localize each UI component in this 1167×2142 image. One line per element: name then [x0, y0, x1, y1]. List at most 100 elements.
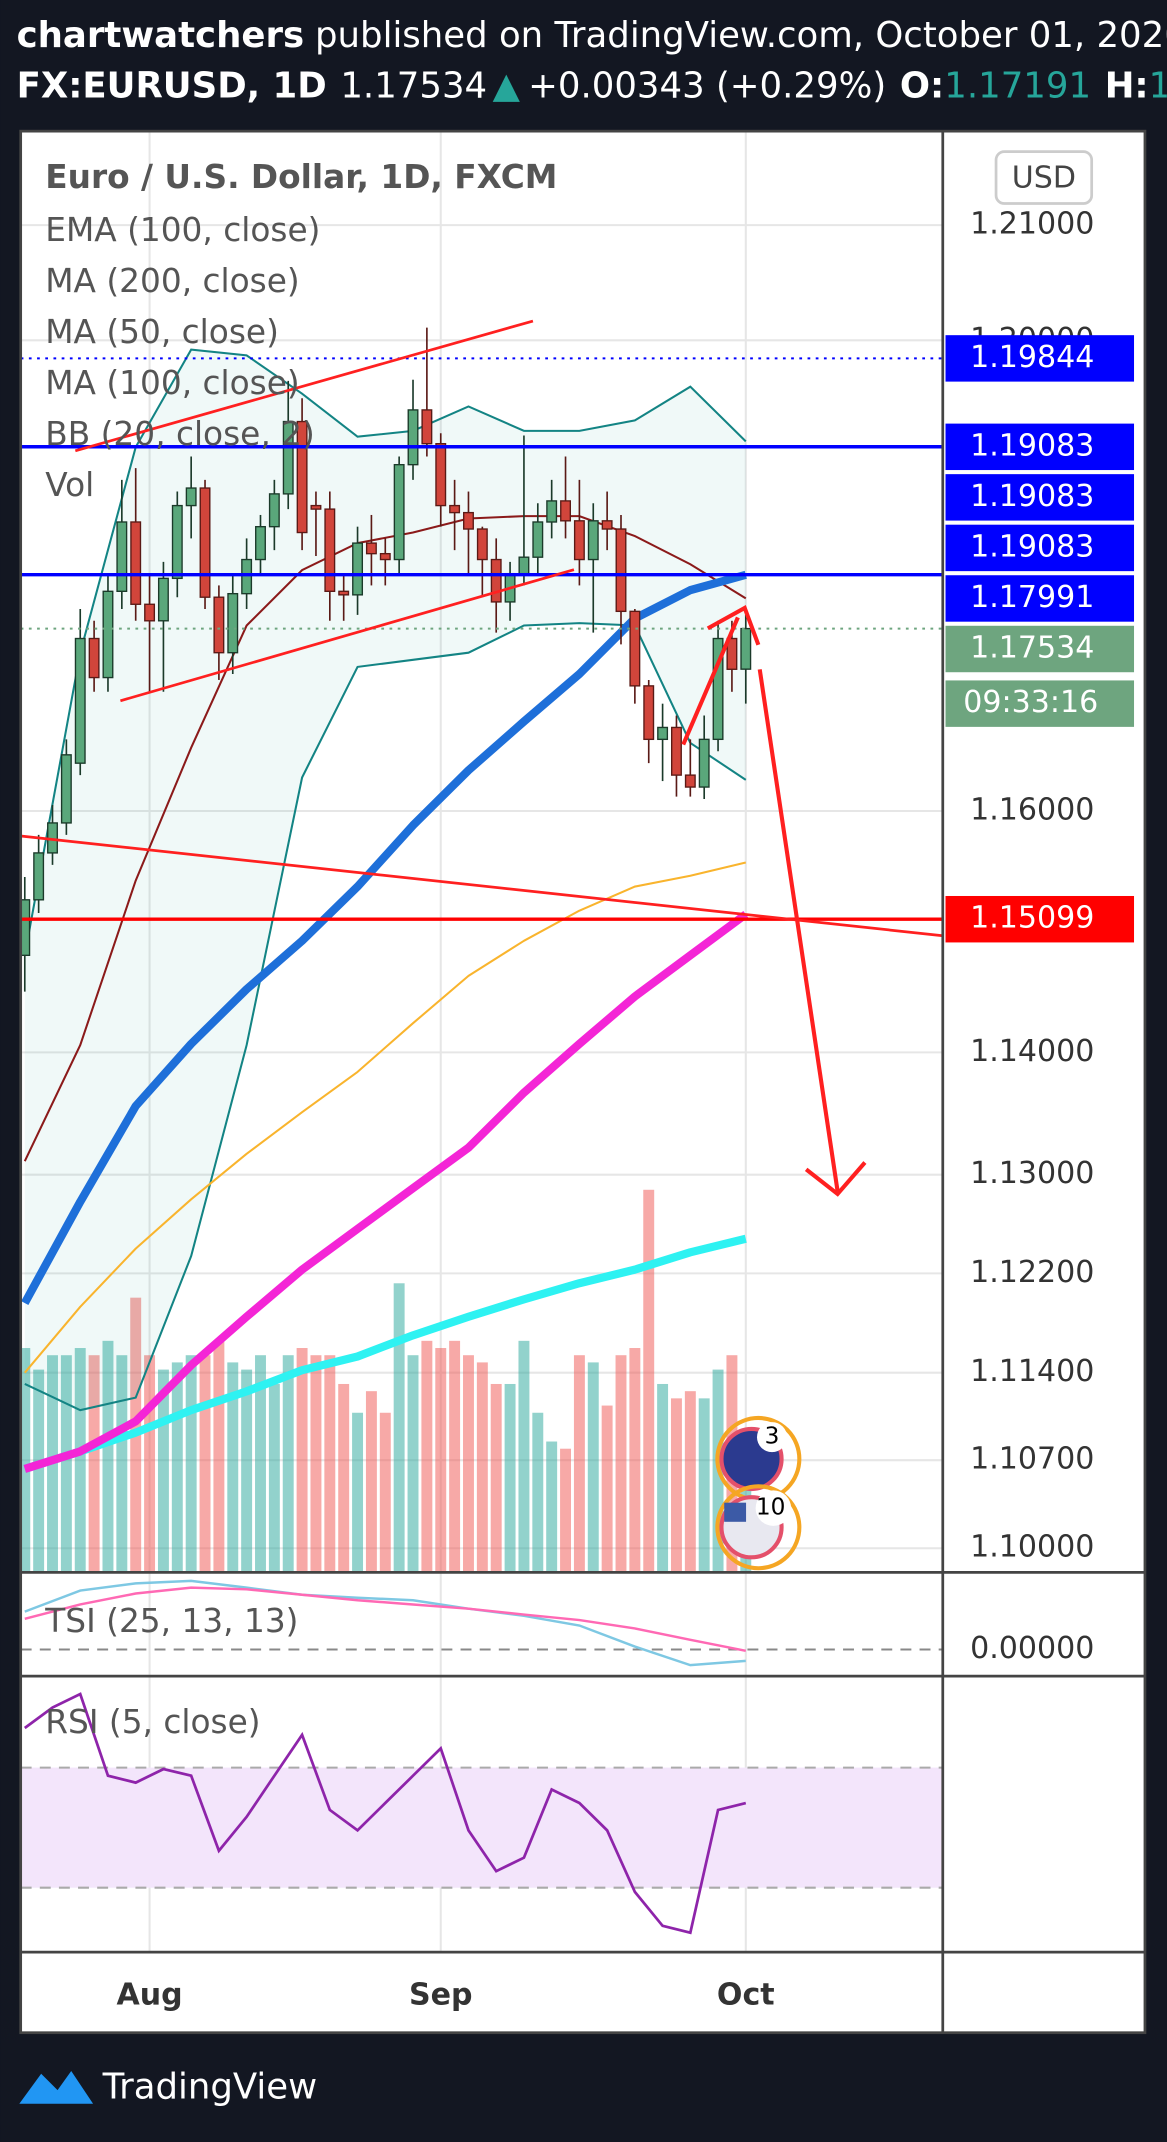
- author: chartwatchers: [17, 15, 305, 56]
- candle-body: [102, 590, 114, 679]
- price-badge: [945, 895, 1135, 943]
- event-count: 10: [756, 1494, 786, 1521]
- currency[interactable]: USD: [1012, 160, 1076, 195]
- volume-bar: [657, 1383, 669, 1571]
- candle-body: [213, 596, 225, 654]
- volume-bar: [379, 1412, 391, 1571]
- legend: Euro / U.S. Dollar, 1D, FXCM EMA (100, cl…: [45, 158, 557, 504]
- volume-bar: [421, 1340, 433, 1571]
- candle-body: [546, 500, 558, 523]
- arrow-down: [757, 669, 840, 1192]
- candle-body: [74, 637, 86, 764]
- header: chartwatchers published on TradingView.co…: [17, 15, 1167, 107]
- candle-body: [421, 409, 433, 445]
- y-tick-label: 1.12200: [970, 1255, 1094, 1290]
- volume-bar: [185, 1355, 197, 1571]
- volume-bar: [407, 1355, 419, 1571]
- candle-body: [296, 420, 308, 534]
- legend-entry: BB (20, close, 2): [45, 415, 315, 453]
- volume-bar: [365, 1391, 377, 1571]
- volume-bar: [144, 1355, 156, 1571]
- countdown-badge: [945, 680, 1135, 727]
- price-badge-label: 1.19083: [970, 529, 1094, 564]
- chart-title: Euro / U.S. Dollar, 1D, FXCM: [45, 158, 557, 196]
- candle-body: [518, 556, 530, 575]
- volume-bar: [435, 1348, 447, 1571]
- symbol: FX:EURUSD, 1D: [17, 65, 327, 106]
- candle-body: [532, 521, 544, 558]
- volume-bar: [88, 1355, 100, 1571]
- candle-body: [88, 637, 100, 679]
- volume-bar: [199, 1355, 211, 1571]
- currency-button[interactable]: [994, 150, 1094, 205]
- header-line-1: chartwatchers published on TradingView.co…: [17, 15, 1167, 56]
- brand-logo: [19, 2070, 94, 2104]
- moving-average: [23, 1234, 747, 1473]
- volume-bar: [601, 1405, 613, 1571]
- candle-body: [435, 442, 447, 507]
- volume-bar: [116, 1355, 128, 1571]
- price-badge-label: 1.19083: [970, 479, 1094, 514]
- candle-body: [684, 774, 696, 788]
- volume-bar: [670, 1398, 682, 1571]
- arrow-up: [681, 616, 740, 746]
- rsi-name: RSI (5, close): [45, 1703, 260, 1741]
- volume-bar: [338, 1383, 350, 1571]
- candle-body: [490, 558, 502, 603]
- volume-bar: [546, 1441, 558, 1571]
- candle-body: [130, 521, 142, 605]
- x-tick-label: Sep: [409, 1977, 473, 2012]
- price-badge: [945, 625, 1135, 673]
- change: +0.00343 (+0.29%): [528, 65, 886, 106]
- candle-body: [352, 542, 364, 596]
- price-badge-label: 1.19844: [970, 340, 1094, 375]
- header-line-2: FX:EURUSD, 1D 1.17534 ▲ +0.00343 (+0.29%) O:…: [17, 65, 1167, 106]
- event-count: 3: [765, 1423, 780, 1450]
- price-badge: [945, 423, 1135, 471]
- candle-body: [144, 603, 156, 622]
- volume-bar: [171, 1362, 183, 1571]
- arrow: ▲: [493, 65, 521, 106]
- brand: TradingView: [102, 2067, 317, 2108]
- event-ring: [715, 1484, 802, 1571]
- y-tick-label: 1.16000: [970, 792, 1094, 827]
- candle-body: [601, 520, 613, 530]
- candle-body: [393, 463, 405, 561]
- candle-body: [255, 525, 266, 561]
- candle-body: [20, 899, 31, 957]
- y-tick-label: 1.21000: [970, 207, 1094, 242]
- event-badge: [755, 1490, 792, 1526]
- published: published on TradingView.com, October 01…: [315, 15, 1167, 56]
- price: 1.17534: [340, 65, 487, 106]
- rsi-line: [23, 1692, 747, 1935]
- candle-body: [185, 487, 197, 507]
- candle-body: [573, 520, 585, 561]
- legend-entry: MA (200, close): [45, 262, 299, 300]
- moving-average: [21, 570, 747, 1306]
- trend-line: [74, 319, 534, 453]
- candle-body: [338, 590, 350, 596]
- volume-bar: [241, 1369, 253, 1571]
- high-value: 1.176: [1149, 65, 1167, 106]
- candle-body: [282, 420, 294, 495]
- y-tick-label: 1.14000: [970, 1034, 1094, 1069]
- tsi-name: TSI (25, 13, 13): [44, 1602, 298, 1640]
- candle-body: [116, 521, 128, 592]
- candle-body: [670, 726, 682, 776]
- price-badge: [945, 575, 1135, 622]
- candle-body: [157, 577, 169, 622]
- price-badge: [945, 524, 1135, 572]
- tsi-line: [24, 1579, 746, 1667]
- volume-bar: [227, 1362, 239, 1571]
- moving-average: [23, 910, 749, 1473]
- candle-body: [698, 738, 710, 788]
- candle-body: [643, 685, 655, 741]
- volume-bar: [213, 1340, 225, 1571]
- volume-bar: [684, 1391, 696, 1571]
- volume-bar: [476, 1362, 488, 1571]
- volume-bar: [74, 1348, 86, 1571]
- volume-bar: [393, 1283, 405, 1571]
- candle-body: [476, 528, 488, 561]
